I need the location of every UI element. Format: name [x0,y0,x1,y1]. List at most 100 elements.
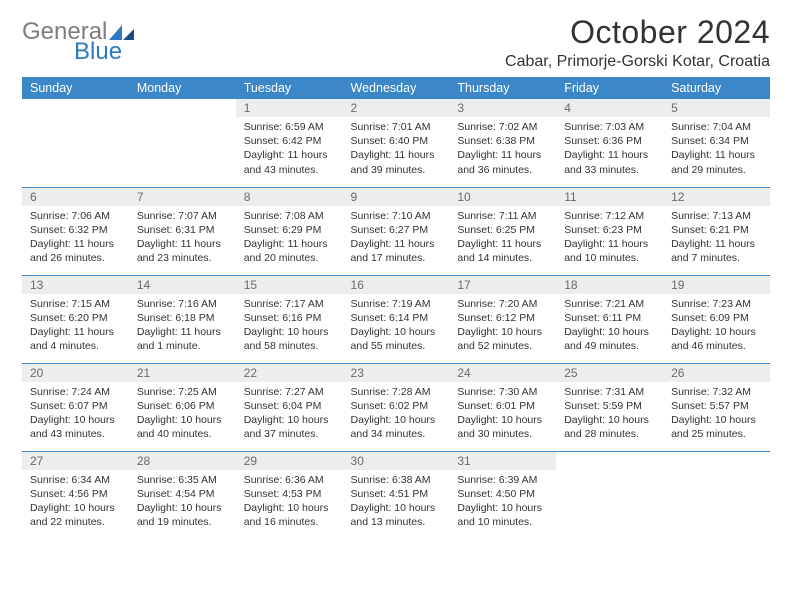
day-details: Sunrise: 7:07 AMSunset: 6:31 PMDaylight:… [129,206,236,272]
day-header: Saturday [663,77,770,99]
day-details: Sunrise: 7:12 AMSunset: 6:23 PMDaylight:… [556,206,663,272]
calendar-cell: 21Sunrise: 7:25 AMSunset: 6:06 PMDayligh… [129,363,236,451]
calendar-table: SundayMondayTuesdayWednesdayThursdayFrid… [22,77,770,539]
calendar-cell [22,99,129,187]
calendar-cell: 23Sunrise: 7:28 AMSunset: 6:02 PMDayligh… [343,363,450,451]
calendar-cell [556,451,663,539]
day-number: 22 [236,364,343,382]
day-number: 16 [343,276,450,294]
day-details: Sunrise: 7:19 AMSunset: 6:14 PMDaylight:… [343,294,450,360]
day-number: 7 [129,188,236,206]
calendar-cell [663,451,770,539]
calendar-cell: 29Sunrise: 6:36 AMSunset: 4:53 PMDayligh… [236,451,343,539]
day-number: 13 [22,276,129,294]
brand-logo: General Blue [22,20,135,64]
day-number: 12 [663,188,770,206]
calendar-cell: 30Sunrise: 6:38 AMSunset: 4:51 PMDayligh… [343,451,450,539]
day-details: Sunrise: 7:01 AMSunset: 6:40 PMDaylight:… [343,117,450,183]
day-number: 1 [236,99,343,117]
day-number: 27 [22,452,129,470]
brand-text: General Blue [22,20,135,64]
header-row: General Blue October 2024 Cabar, Primorj… [22,14,770,71]
day-details: Sunrise: 7:24 AMSunset: 6:07 PMDaylight:… [22,382,129,448]
calendar-cell: 13Sunrise: 7:15 AMSunset: 6:20 PMDayligh… [22,275,129,363]
day-number: 2 [343,99,450,117]
day-header: Friday [556,77,663,99]
calendar-cell: 27Sunrise: 6:34 AMSunset: 4:56 PMDayligh… [22,451,129,539]
calendar-row: 6Sunrise: 7:06 AMSunset: 6:32 PMDaylight… [22,187,770,275]
day-number: 21 [129,364,236,382]
day-number: 4 [556,99,663,117]
calendar-header: SundayMondayTuesdayWednesdayThursdayFrid… [22,77,770,99]
month-title: October 2024 [505,14,770,51]
day-details: Sunrise: 6:39 AMSunset: 4:50 PMDaylight:… [449,470,556,536]
calendar-cell: 31Sunrise: 6:39 AMSunset: 4:50 PMDayligh… [449,451,556,539]
calendar-cell: 12Sunrise: 7:13 AMSunset: 6:21 PMDayligh… [663,187,770,275]
day-details: Sunrise: 7:32 AMSunset: 5:57 PMDaylight:… [663,382,770,448]
calendar-cell: 25Sunrise: 7:31 AMSunset: 5:59 PMDayligh… [556,363,663,451]
day-number: 9 [343,188,450,206]
location-line: Cabar, Primorje-Gorski Kotar, Croatia [505,53,770,71]
day-number: 19 [663,276,770,294]
day-number: 24 [449,364,556,382]
calendar-body: 1Sunrise: 6:59 AMSunset: 6:42 PMDaylight… [22,99,770,539]
day-number: 3 [449,99,556,117]
calendar-cell: 18Sunrise: 7:21 AMSunset: 6:11 PMDayligh… [556,275,663,363]
day-number: 25 [556,364,663,382]
calendar-cell: 16Sunrise: 7:19 AMSunset: 6:14 PMDayligh… [343,275,450,363]
calendar-row: 1Sunrise: 6:59 AMSunset: 6:42 PMDaylight… [22,99,770,187]
day-details: Sunrise: 7:16 AMSunset: 6:18 PMDaylight:… [129,294,236,360]
day-number: 6 [22,188,129,206]
day-details: Sunrise: 7:15 AMSunset: 6:20 PMDaylight:… [22,294,129,360]
day-number: 26 [663,364,770,382]
calendar-cell: 22Sunrise: 7:27 AMSunset: 6:04 PMDayligh… [236,363,343,451]
day-number: 17 [449,276,556,294]
day-details: Sunrise: 7:17 AMSunset: 6:16 PMDaylight:… [236,294,343,360]
day-number: 29 [236,452,343,470]
calendar-cell: 14Sunrise: 7:16 AMSunset: 6:18 PMDayligh… [129,275,236,363]
calendar-cell: 26Sunrise: 7:32 AMSunset: 5:57 PMDayligh… [663,363,770,451]
calendar-cell: 4Sunrise: 7:03 AMSunset: 6:36 PMDaylight… [556,99,663,187]
calendar-cell: 28Sunrise: 6:35 AMSunset: 4:54 PMDayligh… [129,451,236,539]
day-header: Tuesday [236,77,343,99]
day-details: Sunrise: 7:28 AMSunset: 6:02 PMDaylight:… [343,382,450,448]
calendar-cell: 19Sunrise: 7:23 AMSunset: 6:09 PMDayligh… [663,275,770,363]
calendar-cell: 5Sunrise: 7:04 AMSunset: 6:34 PMDaylight… [663,99,770,187]
day-details: Sunrise: 7:27 AMSunset: 6:04 PMDaylight:… [236,382,343,448]
calendar-cell: 17Sunrise: 7:20 AMSunset: 6:12 PMDayligh… [449,275,556,363]
day-number: 23 [343,364,450,382]
day-number: 18 [556,276,663,294]
day-number: 28 [129,452,236,470]
day-details: Sunrise: 7:02 AMSunset: 6:38 PMDaylight:… [449,117,556,183]
calendar-row: 13Sunrise: 7:15 AMSunset: 6:20 PMDayligh… [22,275,770,363]
day-header: Wednesday [343,77,450,99]
calendar-cell [129,99,236,187]
calendar-row: 27Sunrise: 6:34 AMSunset: 4:56 PMDayligh… [22,451,770,539]
day-details: Sunrise: 7:25 AMSunset: 6:06 PMDaylight:… [129,382,236,448]
day-details: Sunrise: 7:23 AMSunset: 6:09 PMDaylight:… [663,294,770,360]
day-details: Sunrise: 7:10 AMSunset: 6:27 PMDaylight:… [343,206,450,272]
calendar-cell: 10Sunrise: 7:11 AMSunset: 6:25 PMDayligh… [449,187,556,275]
calendar-cell: 8Sunrise: 7:08 AMSunset: 6:29 PMDaylight… [236,187,343,275]
calendar-cell: 7Sunrise: 7:07 AMSunset: 6:31 PMDaylight… [129,187,236,275]
day-number: 30 [343,452,450,470]
day-number: 5 [663,99,770,117]
calendar-cell: 24Sunrise: 7:30 AMSunset: 6:01 PMDayligh… [449,363,556,451]
calendar-cell: 9Sunrise: 7:10 AMSunset: 6:27 PMDaylight… [343,187,450,275]
day-details: Sunrise: 7:13 AMSunset: 6:21 PMDaylight:… [663,206,770,272]
day-details: Sunrise: 7:21 AMSunset: 6:11 PMDaylight:… [556,294,663,360]
title-block: October 2024 Cabar, Primorje-Gorski Kota… [505,14,770,71]
day-details: Sunrise: 7:03 AMSunset: 6:36 PMDaylight:… [556,117,663,183]
calendar-cell: 15Sunrise: 7:17 AMSunset: 6:16 PMDayligh… [236,275,343,363]
day-number: 10 [449,188,556,206]
day-details: Sunrise: 6:59 AMSunset: 6:42 PMDaylight:… [236,117,343,183]
day-number: 14 [129,276,236,294]
day-details: Sunrise: 7:04 AMSunset: 6:34 PMDaylight:… [663,117,770,183]
day-details: Sunrise: 6:34 AMSunset: 4:56 PMDaylight:… [22,470,129,536]
day-details: Sunrise: 7:20 AMSunset: 6:12 PMDaylight:… [449,294,556,360]
day-details: Sunrise: 6:35 AMSunset: 4:54 PMDaylight:… [129,470,236,536]
day-number: 15 [236,276,343,294]
calendar-cell: 11Sunrise: 7:12 AMSunset: 6:23 PMDayligh… [556,187,663,275]
calendar-cell: 1Sunrise: 6:59 AMSunset: 6:42 PMDaylight… [236,99,343,187]
day-details: Sunrise: 6:38 AMSunset: 4:51 PMDaylight:… [343,470,450,536]
